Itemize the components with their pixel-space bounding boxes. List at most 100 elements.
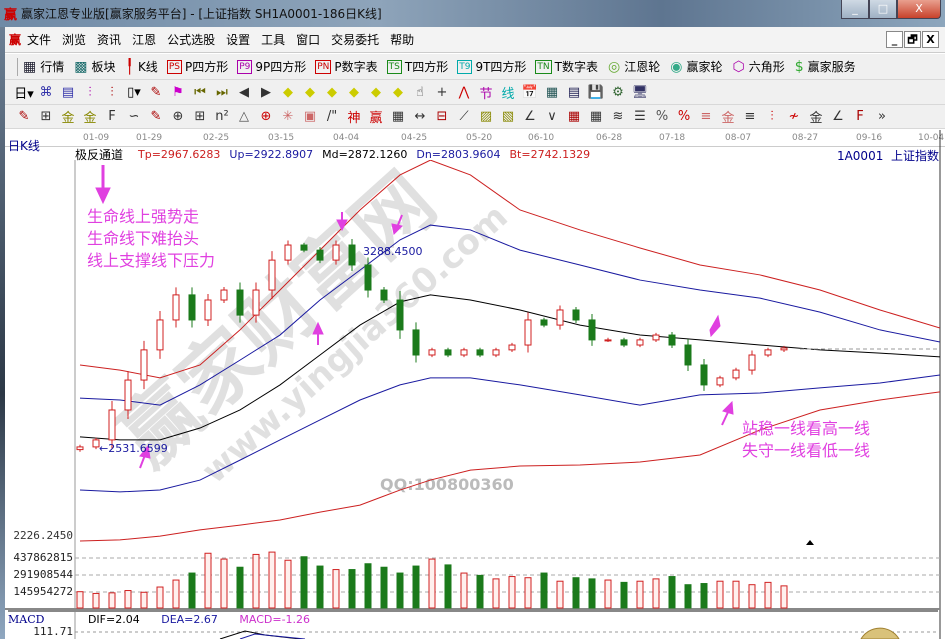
toolbar-tool-icon[interactable]: ◆ <box>393 84 403 100</box>
toolbar-button-kline[interactable]: ╿ K线 <box>125 58 158 75</box>
toolbar-tool-icon[interactable]: ⏭ <box>216 84 228 100</box>
mdi-close-button[interactable]: X <box>922 31 939 48</box>
toolbar-tool-icon[interactable]: ⊞ <box>40 109 52 124</box>
toolbar-tool-icon[interactable]: 神 <box>347 111 361 126</box>
toolbar-tool-icon[interactable]: ⫶ <box>110 84 114 100</box>
toolbar-tool-icon[interactable]: ⊕ <box>172 109 184 124</box>
toolbar-tool-icon[interactable]: ≋ <box>612 109 624 124</box>
toolbar-button-t9[interactable]: T9 9T四方形 <box>457 58 526 75</box>
toolbar-tool-icon[interactable]: ⚑ <box>172 84 184 100</box>
toolbar-tool-icon[interactable]: 日▾ <box>14 86 34 102</box>
toolbar-tool-icon[interactable]: 📅 <box>521 84 539 100</box>
toolbar-button-ps[interactable]: PS P四方形 <box>166 58 228 75</box>
toolbar-tool-icon[interactable]: ◆ <box>327 84 337 100</box>
toolbar-tool-icon[interactable]: ✎ <box>18 109 30 124</box>
toolbar-tool-icon[interactable]: ✎ <box>150 84 162 100</box>
toolbar-tool-icon[interactable]: ∽ <box>128 109 140 124</box>
menu-item[interactable]: 浏览 <box>62 33 87 47</box>
toolbar-tool-icon[interactable]: 金 <box>809 111 823 126</box>
menu-item[interactable]: 公式选股 <box>167 33 216 47</box>
toolbar-tool-icon[interactable]: ✳ <box>282 109 294 124</box>
toolbar-tool-icon[interactable]: ⟋ <box>459 109 469 124</box>
toolbar-tool-icon[interactable]: ▶ <box>261 84 271 100</box>
toolbar-tool-icon[interactable]: ◆ <box>349 84 359 100</box>
menu-item[interactable]: 设置 <box>226 33 251 47</box>
toolbar-button-big-wheel[interactable]: ◉ 赢家轮 <box>669 58 722 75</box>
toolbar-button-hexagon[interactable]: ⬡ 六角形 <box>731 58 784 75</box>
toolbar-tool-icon[interactable]: ◀ <box>239 84 249 100</box>
menu-item[interactable]: 交易委托 <box>331 33 380 47</box>
toolbar-tool-icon[interactable]: ⫶ <box>88 84 92 100</box>
toolbar-tool-icon[interactable]: ⌘ <box>39 84 53 100</box>
toolbar-tool-icon[interactable]: ⊕ <box>260 109 272 124</box>
menu-item[interactable]: 文件 <box>27 33 52 47</box>
toolbar-tool-icon[interactable]: ⏮ <box>194 84 206 100</box>
toolbar-tool-icon[interactable]: F <box>108 109 116 124</box>
toolbar-tool-icon[interactable]: ≡ <box>744 109 756 124</box>
toolbar-tool-icon[interactable]: 金 <box>61 111 75 126</box>
toolbar-tool-icon[interactable]: ≁ <box>788 109 800 124</box>
toolbar-tool-icon[interactable]: ∠ <box>524 109 536 124</box>
toolbar-tool-icon[interactable]: ⊟ <box>436 109 448 124</box>
toolbar-tool-icon[interactable]: ∠ <box>832 109 844 124</box>
toolbar-tool-icon[interactable]: ☰ <box>634 109 646 124</box>
menu-item[interactable]: 窗口 <box>296 33 321 47</box>
toolbar-tool-icon[interactable]: ▦ <box>391 109 405 124</box>
toolbar-tool-icon[interactable]: ⫶ <box>770 109 774 124</box>
toolbar-tool-icon[interactable]: % <box>655 109 669 124</box>
toolbar-tool-icon[interactable]: ▧ <box>501 109 515 124</box>
toolbar-tool-icon[interactable]: % <box>677 109 691 124</box>
maximize-button[interactable]: □ <box>869 0 897 19</box>
toolbar-tool-icon[interactable]: ⚙ <box>612 84 624 100</box>
toolbar-tool-icon[interactable]: ↔ <box>414 109 426 124</box>
toolbar-button-tn[interactable]: TN T数字表 <box>535 58 598 75</box>
toolbar-tool-icon[interactable]: △ <box>239 109 249 124</box>
toolbar-tool-icon[interactable]: 💾 <box>587 84 605 100</box>
toolbar-button-blocks[interactable]: ▩ 板块 <box>73 58 115 75</box>
close-button[interactable]: X <box>897 0 941 19</box>
mdi-restore-button[interactable]: 🗗 <box>904 31 921 48</box>
mdi-minimize-button[interactable]: _ <box>886 31 903 48</box>
toolbar-tool-icon[interactable]: ▦ <box>567 109 581 124</box>
toolbar-tool-icon[interactable]: ◆ <box>371 84 381 100</box>
menu-item[interactable]: 江恩 <box>132 33 157 47</box>
menu-item[interactable]: 资讯 <box>97 33 122 47</box>
toolbar-tool-icon[interactable]: ⋀ <box>458 84 470 100</box>
toolbar-tool-icon[interactable]: ◆ <box>283 84 293 100</box>
toolbar-tool-icon[interactable]: + <box>436 84 448 100</box>
menu-item[interactable]: 工具 <box>261 33 286 47</box>
toolbar-button-dollar[interactable]: $ 赢家服务 <box>794 58 856 75</box>
toolbar-tool-icon[interactable]: ▦ <box>545 84 559 100</box>
toolbar-button-p9[interactable]: P9 9P四方形 <box>237 58 306 75</box>
toolbar-tool-icon[interactable]: ▤ <box>567 84 581 100</box>
toolbar-tool-icon[interactable]: 金 <box>83 111 97 126</box>
toolbar-tool-icon[interactable]: ∨ <box>547 109 557 124</box>
menu-item[interactable]: 帮助 <box>390 33 415 47</box>
toolbar-tool-icon[interactable]: ◆ <box>305 84 315 100</box>
toolbar-tool-icon[interactable]: ▦ <box>589 109 603 124</box>
toolbar-tool-icon[interactable]: 节 <box>479 86 493 102</box>
toolbar-button-ts[interactable]: TS T四方形 <box>386 58 448 75</box>
toolbar-tool-icon[interactable]: n² <box>215 109 229 124</box>
toolbar-tool-icon[interactable]: /" <box>326 109 338 124</box>
volume-bar <box>524 577 532 609</box>
toolbar-button-grid[interactable]: ▦ 行情 <box>22 58 64 75</box>
toolbar-tool-icon[interactable]: ⊞ <box>194 109 206 124</box>
toolbar-tool-icon[interactable]: ✎ <box>150 109 162 124</box>
toolbar-tool-icon[interactable]: ☝ <box>416 84 424 100</box>
toolbar-tool-icon[interactable]: ▯▾ <box>127 84 141 100</box>
toolbar-tool-icon[interactable]: F <box>856 109 864 124</box>
toolbar-tool-icon[interactable]: ▨ <box>479 109 493 124</box>
toolbar-tool-icon[interactable]: 赢 <box>369 111 383 126</box>
toolbar-tool-icon[interactable]: 线 <box>501 86 515 102</box>
toolbar-button-pn[interactable]: PN P数字表 <box>315 58 378 75</box>
minimize-button[interactable]: _ <box>841 0 869 19</box>
toolbar-tool-icon[interactable]: 金 <box>721 111 735 126</box>
toolbar-button-gann-wheel[interactable]: ◎ 江恩轮 <box>607 58 660 75</box>
toolbar-tool-icon[interactable]: ▣ <box>303 109 317 124</box>
toolbar-tool-icon[interactable]: ≡ <box>700 109 712 124</box>
toolbar-tool-icon[interactable]: 🖥 <box>631 84 649 100</box>
toolbar-tool-icon[interactable]: » <box>878 109 886 124</box>
toolbar-tool-icon[interactable]: ▤ <box>61 84 75 100</box>
